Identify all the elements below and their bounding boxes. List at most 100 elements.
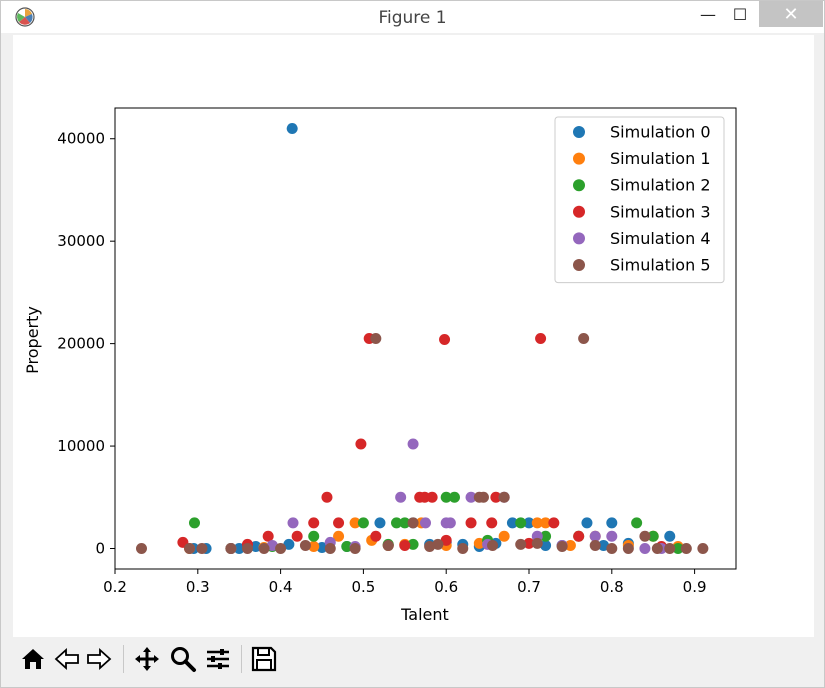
scatter-point-series-0 xyxy=(606,517,618,529)
scatter-points xyxy=(135,122,709,555)
scatter-point-series-3 xyxy=(486,517,498,529)
scatter-point-series-1 xyxy=(333,530,345,542)
scatter-point-series-0 xyxy=(250,540,262,552)
maximize-button[interactable]: ☐ xyxy=(732,4,748,24)
scatter-point-series-5 xyxy=(589,539,601,551)
scatter-point-series-3 xyxy=(370,530,382,542)
scatter-point-series-5 xyxy=(680,543,692,555)
scatter-point-series-3 xyxy=(548,517,560,529)
legend-label: Simulation 3 xyxy=(610,202,711,221)
scatter-point-series-5 xyxy=(196,543,208,555)
scatter-point-series-5 xyxy=(135,543,147,555)
scatter-point-series-5 xyxy=(370,333,382,344)
scatter-point-series-5 xyxy=(606,543,618,555)
scatter-point-series-4 xyxy=(606,530,618,542)
configure-subplots-icon[interactable] xyxy=(202,643,234,675)
scatter-point-series-1 xyxy=(308,540,320,552)
scatter-point-series-0 xyxy=(664,530,676,542)
legend-label: Simulation 4 xyxy=(610,229,711,248)
scatter-point-series-2 xyxy=(540,530,552,542)
pan-icon[interactable] xyxy=(131,643,163,675)
scatter-point-series-1 xyxy=(540,517,552,529)
scatter-point-series-2 xyxy=(357,517,369,529)
forward-icon[interactable] xyxy=(83,643,115,675)
scatter-point-series-5 xyxy=(299,539,311,551)
scatter-point-series-5 xyxy=(639,530,651,542)
window-title: Figure 1 xyxy=(378,8,447,28)
y-axis-label: Property xyxy=(23,306,42,374)
x-axis-ticks: 0.2 0.3 0.4 0.5 0.6 0.7 0.8 0.9 xyxy=(103,569,707,596)
scatter-point-series-3 xyxy=(308,517,320,529)
legend-box xyxy=(554,116,725,284)
scatter-point-series-0 xyxy=(374,517,386,529)
scatter-point-series-5 xyxy=(578,333,590,344)
scatter-point-series-5 xyxy=(382,539,394,551)
minimize-button[interactable]: — xyxy=(700,4,716,24)
y-tick-label: 30000 xyxy=(57,232,105,250)
title-bar[interactable]: Figure 1 — ☐ ✕ xyxy=(1,1,824,33)
x-tick-label: 0.3 xyxy=(186,578,210,596)
scatter-point-series-2 xyxy=(341,540,353,552)
scatter-point-series-5 xyxy=(258,543,270,555)
scatter-point-series-3 xyxy=(262,530,274,542)
scatter-point-series-5 xyxy=(477,491,489,503)
scatter-point-series-3 xyxy=(355,438,367,450)
scatter-point-series-4 xyxy=(266,539,278,551)
scatter-chart: 0.2 0.3 0.4 0.5 0.6 0.7 0.8 0.9 0 10000 20000 3000… xyxy=(23,107,737,624)
scatter-point-series-4 xyxy=(287,517,299,529)
scatter-point-series-5 xyxy=(498,491,510,503)
x-axis-label: Talent xyxy=(400,605,449,624)
y-tick-label: 0 xyxy=(95,540,105,558)
scatter-point-series-2 xyxy=(631,517,643,529)
back-icon[interactable] xyxy=(51,643,83,675)
scatter-point-series-1 xyxy=(498,530,510,542)
y-tick-label: 10000 xyxy=(57,437,105,455)
figure-canvas[interactable]: 0.2 0.3 0.4 0.5 0.6 0.7 0.8 0.9 0 10000 20000 3000… xyxy=(13,35,814,637)
x-tick-label: 0.8 xyxy=(600,578,624,596)
scatter-point-series-0 xyxy=(316,541,328,553)
scatter-point-series-3 xyxy=(291,530,303,542)
scatter-point-series-5 xyxy=(531,537,543,549)
zoom-icon[interactable] xyxy=(167,643,199,675)
scatter-point-series-2 xyxy=(647,530,659,542)
scatter-point-series-0 xyxy=(283,538,295,550)
scatter-point-series-5 xyxy=(622,543,634,555)
scatter-point-series-5 xyxy=(487,539,499,551)
scatter-point-series-3 xyxy=(523,537,535,549)
scatter-point-series-4 xyxy=(395,491,407,503)
navigation-toolbar xyxy=(13,637,814,681)
legend-marker xyxy=(573,152,585,165)
scatter-point-series-2 xyxy=(672,543,684,555)
scatter-point-series-1 xyxy=(531,517,543,529)
matplotlib-app-icon xyxy=(15,7,35,27)
legend-label: Simulation 1 xyxy=(610,149,711,168)
x-tick-label: 0.2 xyxy=(103,578,127,596)
home-icon[interactable] xyxy=(17,643,49,675)
scatter-point-series-5 xyxy=(424,540,436,552)
scatter-point-series-2 xyxy=(440,491,452,503)
x-tick-label: 0.9 xyxy=(683,578,707,596)
scatter-point-series-0 xyxy=(540,539,552,551)
toolbar-separator xyxy=(123,645,124,673)
scatter-point-series-1 xyxy=(564,539,576,551)
x-tick-label: 0.4 xyxy=(269,578,293,596)
x-tick-label: 0.7 xyxy=(517,578,541,596)
scatter-point-series-2 xyxy=(515,517,527,529)
legend-marker xyxy=(573,179,585,192)
legend-marker xyxy=(573,259,585,271)
scatter-point-series-5 xyxy=(349,543,361,555)
save-icon[interactable] xyxy=(248,643,280,675)
scatter-point-series-0 xyxy=(233,543,245,555)
scatter-point-series-0 xyxy=(581,517,593,529)
scatter-point-series-5 xyxy=(407,517,419,529)
scatter-point-series-4 xyxy=(465,491,477,503)
scatter-point-series-3 xyxy=(439,334,451,346)
legend: Simulation 0 Simulation 1 Simulation 2 Simu… xyxy=(554,116,725,284)
legend-marker xyxy=(573,126,585,138)
close-button[interactable]: ✕ xyxy=(759,1,823,27)
scatter-point-series-2 xyxy=(399,517,411,529)
scatter-point-series-3 xyxy=(426,491,438,503)
scatter-point-series-3 xyxy=(490,491,502,503)
scatter-point-series-3 xyxy=(440,534,452,546)
